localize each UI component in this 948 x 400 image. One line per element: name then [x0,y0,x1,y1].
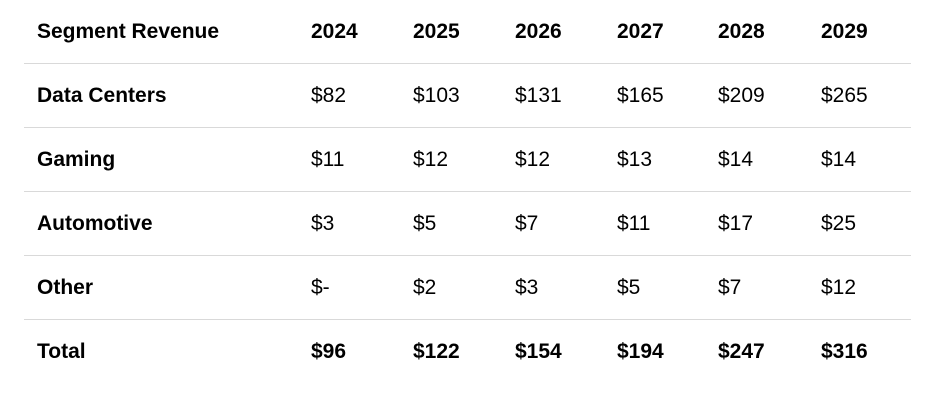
table-cell: $209 [718,84,765,107]
row-label: Total [37,340,86,363]
table-cell: $122 [413,340,460,363]
table-cell: $194 [617,340,664,363]
table-cell: $5 [413,212,437,235]
table-row-data-centers: Data Centers $82 $103 $131 $165 $209 $26… [24,64,911,128]
row-label: Other [37,276,94,299]
table-cell: $154 [515,340,562,363]
table-cell: $131 [515,84,562,107]
table-header-row: Segment Revenue 2024 2025 2026 2027 2028… [24,0,911,64]
header-label: Segment Revenue [37,20,220,43]
header-year: 2027 [617,20,664,43]
table-cell: $165 [617,84,664,107]
table-cell: $13 [617,148,653,171]
table-cell: $12 [515,148,551,171]
table-cell: $7 [515,212,539,235]
row-label: Data Centers [37,84,167,107]
table-cell: $103 [413,84,460,107]
table-cell: $7 [718,276,742,299]
row-label: Automotive [37,212,153,235]
table-cell: $14 [821,148,857,171]
table-cell: $- [311,276,330,299]
table-cell: $265 [821,84,868,107]
table-cell: $25 [821,212,857,235]
header-year: 2024 [311,20,358,43]
table-cell: $11 [617,212,651,235]
table-cell: $11 [311,148,345,171]
row-label: Gaming [37,148,116,171]
header-year: 2026 [515,20,562,43]
table-cell: $12 [413,148,449,171]
table-cell: $5 [617,276,641,299]
table-row-gaming: Gaming $11 $12 $12 $13 $14 $14 [24,128,911,192]
segment-revenue-table: Segment Revenue 2024 2025 2026 2027 2028… [24,0,911,384]
table-cell: $82 [311,84,347,107]
header-year: 2029 [821,20,868,43]
header-year: 2028 [718,20,765,43]
table-row-other: Other $- $2 $3 $5 $7 $12 [24,256,911,320]
table-cell: $3 [311,212,335,235]
header-year: 2025 [413,20,460,43]
table-cell: $316 [821,340,868,363]
table-cell: $96 [311,340,347,363]
table-cell: $3 [515,276,539,299]
table-cell: $247 [718,340,765,363]
table-cell: $17 [718,212,754,235]
table-row-automotive: Automotive $3 $5 $7 $11 $17 $25 [24,192,911,256]
table-cell: $12 [821,276,857,299]
table-row-total: Total $96 $122 $154 $194 $247 $316 [24,320,911,384]
table-cell: $14 [718,148,754,171]
table-cell: $2 [413,276,437,299]
